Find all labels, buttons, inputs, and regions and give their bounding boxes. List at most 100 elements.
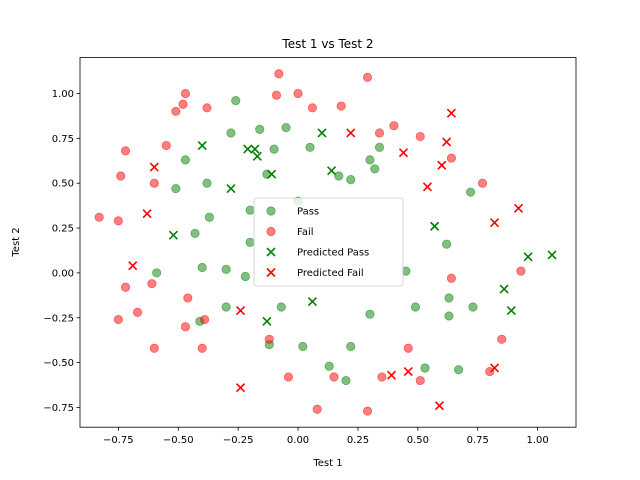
point-predicted-pass xyxy=(547,250,557,260)
point-pass xyxy=(190,228,200,239)
point-pass xyxy=(374,142,385,152)
point-pass xyxy=(305,142,315,152)
point-fail xyxy=(403,343,413,353)
point-fail xyxy=(197,343,207,353)
point-fail xyxy=(477,178,488,188)
point-pass xyxy=(468,302,478,312)
point-pass xyxy=(245,205,255,215)
point-pass xyxy=(204,212,214,222)
point-pass xyxy=(281,122,291,133)
point-fail xyxy=(264,334,274,344)
plot-frame xyxy=(79,57,577,428)
legend-label: Fail xyxy=(297,227,314,238)
point-predicted-fail xyxy=(403,367,413,377)
point-pass xyxy=(410,302,421,312)
point-fail xyxy=(362,406,373,416)
point-pass xyxy=(444,293,454,303)
y-tick-label: 0.75 xyxy=(52,134,74,145)
legend-marker-pass xyxy=(266,206,276,216)
point-fail xyxy=(113,314,123,325)
legend-item-predicted-pass: Predicted Pass xyxy=(266,247,369,259)
series-pass xyxy=(152,96,478,386)
legend-label: Pass xyxy=(297,207,319,218)
x-tick-label: 0.75 xyxy=(467,435,489,446)
point-fail xyxy=(120,146,131,156)
point-fail xyxy=(389,121,399,131)
point-predicted-pass xyxy=(226,184,236,194)
point-pass xyxy=(453,365,464,375)
x-tick-label: −0.75 xyxy=(103,435,134,446)
x-tick-label: −0.50 xyxy=(163,435,194,446)
point-pass xyxy=(221,264,231,274)
point-pass xyxy=(197,262,207,273)
point-fail xyxy=(307,103,318,113)
legend-label: Predicted Fail xyxy=(297,268,364,279)
point-pass xyxy=(442,239,452,249)
y-axis-label: Test 2 xyxy=(11,227,22,257)
point-fail xyxy=(149,343,159,353)
legend-marker-predicted-fail xyxy=(266,267,276,278)
point-pass xyxy=(334,171,344,181)
point-fail xyxy=(116,171,126,181)
point-fail xyxy=(312,404,322,414)
point-fail xyxy=(202,103,212,113)
point-pass xyxy=(324,361,334,371)
legend-label: Predicted Pass xyxy=(297,248,369,259)
point-predicted-fail xyxy=(434,401,444,411)
point-fail xyxy=(171,106,181,117)
y-tick-label: 1.00 xyxy=(52,89,74,100)
point-fail xyxy=(161,140,171,151)
point-pass xyxy=(171,183,181,194)
points-layer xyxy=(94,69,557,416)
point-predicted-fail xyxy=(489,363,500,373)
point-pass xyxy=(444,311,454,321)
y-tick-label: −0.75 xyxy=(43,403,74,414)
point-predicted-fail xyxy=(398,148,409,158)
legend-box xyxy=(253,197,404,287)
point-fail xyxy=(497,334,507,344)
point-fail xyxy=(183,293,193,303)
series-predicted-pass xyxy=(168,128,557,326)
point-predicted-fail xyxy=(128,261,138,271)
series-predicted-fail xyxy=(128,108,524,411)
point-pass xyxy=(180,155,191,165)
point-fail xyxy=(293,88,303,99)
point-fail xyxy=(362,72,373,82)
series-fail xyxy=(94,69,526,416)
point-predicted-pass xyxy=(523,252,533,262)
y-tick-label: −0.25 xyxy=(43,313,74,324)
point-pass xyxy=(226,128,236,138)
axis-ticks: −0.75 −0.50 −0.25 0.00 0.25 0.50 0.75 1.00 −0.75… xyxy=(43,89,548,446)
point-fail xyxy=(178,99,188,109)
point-pass xyxy=(202,178,212,188)
legend-marker-fail xyxy=(266,226,276,237)
point-predicted-fail xyxy=(446,108,456,118)
point-predicted-fail xyxy=(422,182,433,192)
point-predicted-fail xyxy=(513,203,524,213)
point-pass xyxy=(365,309,375,319)
point-pass xyxy=(420,363,430,373)
x-tick-label: 0.50 xyxy=(407,435,429,446)
point-fail xyxy=(180,88,191,99)
point-predicted-fail xyxy=(489,218,500,228)
legend-item-predicted-fail: Predicted Fail xyxy=(266,267,364,279)
point-pass xyxy=(245,237,255,247)
point-predicted-fail xyxy=(386,370,397,380)
point-fail xyxy=(132,307,143,317)
point-pass xyxy=(231,96,241,106)
point-predicted-pass xyxy=(197,140,207,151)
point-fail xyxy=(120,282,131,292)
x-tick-label: 0.00 xyxy=(287,435,309,446)
point-fail xyxy=(516,266,526,276)
legend-marker-predicted-pass xyxy=(266,247,276,257)
point-pass xyxy=(298,341,308,352)
point-pass xyxy=(346,341,356,352)
x-tick-label: −0.25 xyxy=(223,435,254,446)
y-tick-label: 0.25 xyxy=(52,224,74,235)
point-fail xyxy=(274,69,284,79)
point-predicted-fail xyxy=(149,162,159,172)
point-fail xyxy=(271,90,282,100)
y-tick-label: 0.00 xyxy=(52,268,74,279)
point-predicted-fail xyxy=(442,137,452,147)
